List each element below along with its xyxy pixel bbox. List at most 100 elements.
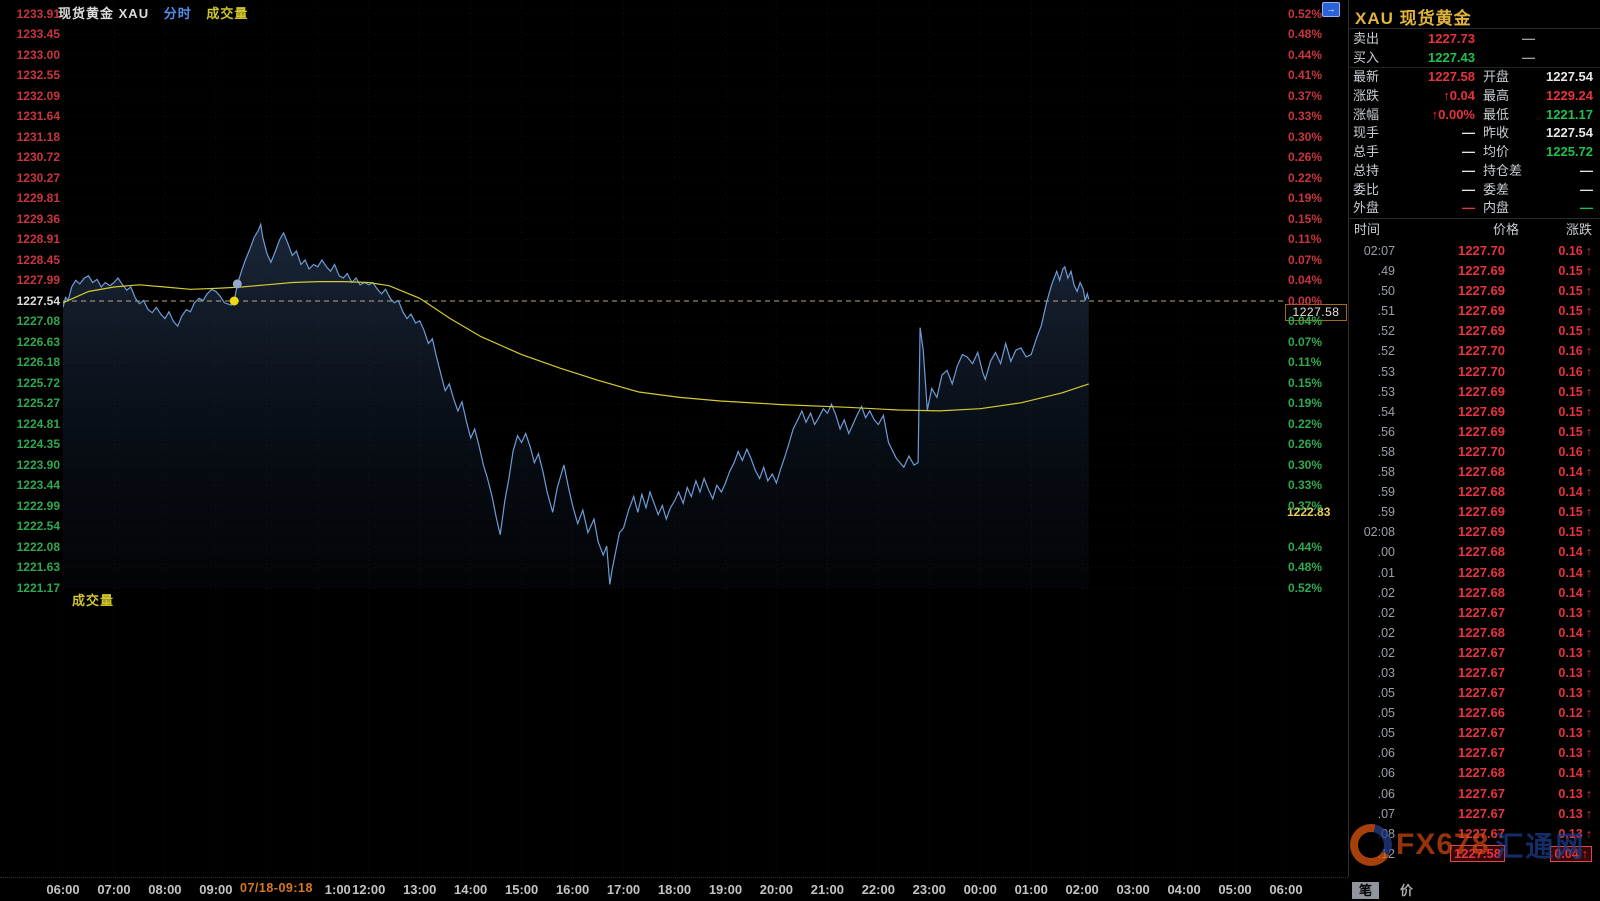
tick-row: .53 1227.69 0.15 ↑	[1349, 382, 1600, 402]
tick-change: 0.16 ↑	[1558, 244, 1592, 258]
quote-label-2: 最高	[1483, 88, 1510, 104]
quote-label-2: 内盘	[1483, 200, 1510, 216]
tick-price: 1227.68	[1458, 584, 1505, 600]
tick-time: .01	[1377, 565, 1395, 580]
percent-axis-label: 0.37%	[1288, 88, 1323, 103]
tick-price: 1227.67	[1458, 785, 1505, 801]
tick-row: .58 1227.70 0.16 ↑	[1349, 442, 1600, 462]
tick-row: .54 1227.69 0.15 ↑	[1349, 402, 1600, 422]
tick-row: .08 1227.67 0.13 ↑	[1349, 824, 1600, 844]
tick-time: .07	[1377, 806, 1395, 821]
tick-change: 0.14 ↑	[1558, 545, 1592, 560]
up-arrow-icon: ↑	[1585, 444, 1592, 459]
up-arrow-icon: ↑	[1585, 706, 1592, 721]
quote-value: —	[1462, 125, 1475, 141]
tick-change: 0.15 ↑	[1558, 404, 1592, 419]
percent-axis-label: 0.04%	[1288, 314, 1323, 328]
percent-axis-label: 0.48%	[1288, 27, 1323, 41]
tick-time: .02	[1377, 645, 1395, 660]
percent-axis-label: 0.52%	[1288, 6, 1323, 21]
tick-row: .03 1227.67 0.13 ↑	[1349, 663, 1600, 683]
chart-title: 现货黄金 XAU 分时 成交量	[58, 3, 248, 22]
percent-axis-label: 0.26%	[1288, 437, 1323, 451]
time-axis: 06:00 07:00 08:00 09:00 1:00 12:00 13:00 14:00 1…	[0, 877, 1348, 901]
tick-price: 1227.69	[1458, 283, 1505, 299]
up-arrow-icon: ↑	[1585, 525, 1592, 540]
price-axis-label: 1223.90	[16, 457, 60, 472]
up-arrow-icon: ↑	[1585, 404, 1592, 419]
price-axis-label: 1231.18	[16, 129, 60, 144]
percent-axis-label: 0.48%	[1288, 560, 1323, 574]
time-axis-label: 04:00	[1167, 882, 1201, 897]
tick-time: .00	[1377, 545, 1395, 560]
tick-price: 1227.70	[1458, 243, 1505, 258]
quote-row: 总手 — 均价 1225.72	[1349, 143, 1600, 162]
tick-change: 0.13 ↑	[1558, 605, 1592, 620]
price-axis-label: 1221.17	[16, 580, 60, 595]
quote-value: 1227.58	[1428, 69, 1475, 85]
expand-window-icon[interactable]: →	[1322, 2, 1340, 17]
tick-row: .05 1227.67 0.13 ↑	[1349, 723, 1600, 743]
percent-axis-label: 0.22%	[1288, 170, 1323, 185]
panel-tab-笔[interactable]: 笔	[1352, 882, 1380, 899]
quote-value: 1227.43	[1428, 49, 1475, 65]
quote-value: ↑0.04	[1443, 88, 1475, 104]
time-axis-label: 16:00	[555, 882, 590, 897]
tick-time: .02	[1377, 585, 1395, 600]
percent-axis-label: 0.11%	[1288, 355, 1322, 369]
quote-label-2: 昨收	[1483, 125, 1510, 141]
price-axis-label: 1223.44	[16, 478, 60, 492]
quote-value-2: —	[1580, 162, 1593, 178]
tick-price: 1227.67	[1458, 825, 1505, 841]
price-axis-label: 1230.27	[16, 170, 60, 185]
tick-time: .58	[1377, 465, 1395, 480]
tick-time: .02	[1377, 625, 1395, 640]
tick-change: 0.14 ↑	[1558, 565, 1592, 580]
tick-change: 0.13 ↑	[1558, 665, 1592, 680]
up-arrow-icon: ↑	[1585, 284, 1592, 299]
price-axis-label: 1229.81	[16, 191, 60, 205]
tick-row: .53 1227.70 0.16 ↑	[1349, 362, 1600, 382]
col-price: 价格	[1492, 222, 1519, 237]
time-axis-label: 14:00	[454, 882, 488, 897]
tick-row: .59 1227.69 0.15 ↑	[1349, 502, 1600, 522]
quote-row: 现手 — 昨收 1227.54	[1349, 124, 1600, 143]
tick-row: .02 1227.68 0.14 ↑	[1349, 623, 1600, 643]
quote-label: 外盘	[1353, 200, 1380, 216]
quote-label-2: 最低	[1483, 106, 1510, 122]
tick-change: 0.15 ↑	[1558, 324, 1592, 339]
quote-label-2: 开盘	[1483, 69, 1510, 85]
time-sales-list[interactable]: 02:07 1227.70 0.16 ↑ .49 1227.69 0.15 ↑ .50 1227.…	[1349, 241, 1600, 863]
quote-value-2: 1227.54	[1546, 69, 1593, 85]
tick-time: .58	[1377, 444, 1395, 459]
quote-label: 卖出	[1353, 31, 1380, 46]
tick-time: .06	[1377, 786, 1395, 801]
tick-price: 1227.67	[1458, 745, 1505, 761]
percent-axis-label: 0.19%	[1288, 191, 1323, 205]
tick-row: .07 1227.67 0.13 ↑	[1349, 804, 1600, 824]
price-axis-label: 1226.63	[16, 334, 60, 349]
percent-axis-label: 0.52%	[1288, 580, 1323, 595]
price-axis-label: 1225.72	[16, 375, 60, 390]
quote-row: 委比 — 委差 —	[1349, 181, 1600, 200]
up-arrow-icon: ↑	[1585, 505, 1592, 520]
tick-change: 0.14 ↑	[1558, 485, 1592, 500]
panel-tab-价[interactable]: 价	[1400, 883, 1414, 898]
tick-time: .05	[1377, 706, 1395, 721]
percent-axis-label: 0.00%	[1288, 293, 1323, 308]
time-axis-label: 00:00	[963, 882, 997, 897]
tick-time: .59	[1377, 505, 1395, 520]
tick-price: 1227.70	[1458, 443, 1505, 459]
percent-axis-label: 0.11%	[1288, 232, 1322, 246]
tick-price: 1227.68	[1458, 765, 1505, 781]
time-axis-label: 13:00	[403, 882, 437, 897]
price-chart-plot[interactable]	[62, 0, 1287, 877]
percent-axis-label: 0.07%	[1288, 252, 1323, 267]
quote-row: 最新 1227.58 开盘 1227.54	[1349, 68, 1600, 87]
percent-axis-label: 0.19%	[1288, 396, 1323, 410]
percent-axis-label: 0.30%	[1288, 129, 1323, 144]
quote-label-2: 均价	[1483, 144, 1510, 160]
quote-label: 涨跌	[1353, 88, 1380, 104]
tick-time: .54	[1377, 404, 1395, 419]
tick-price: 1227.67	[1458, 805, 1505, 821]
